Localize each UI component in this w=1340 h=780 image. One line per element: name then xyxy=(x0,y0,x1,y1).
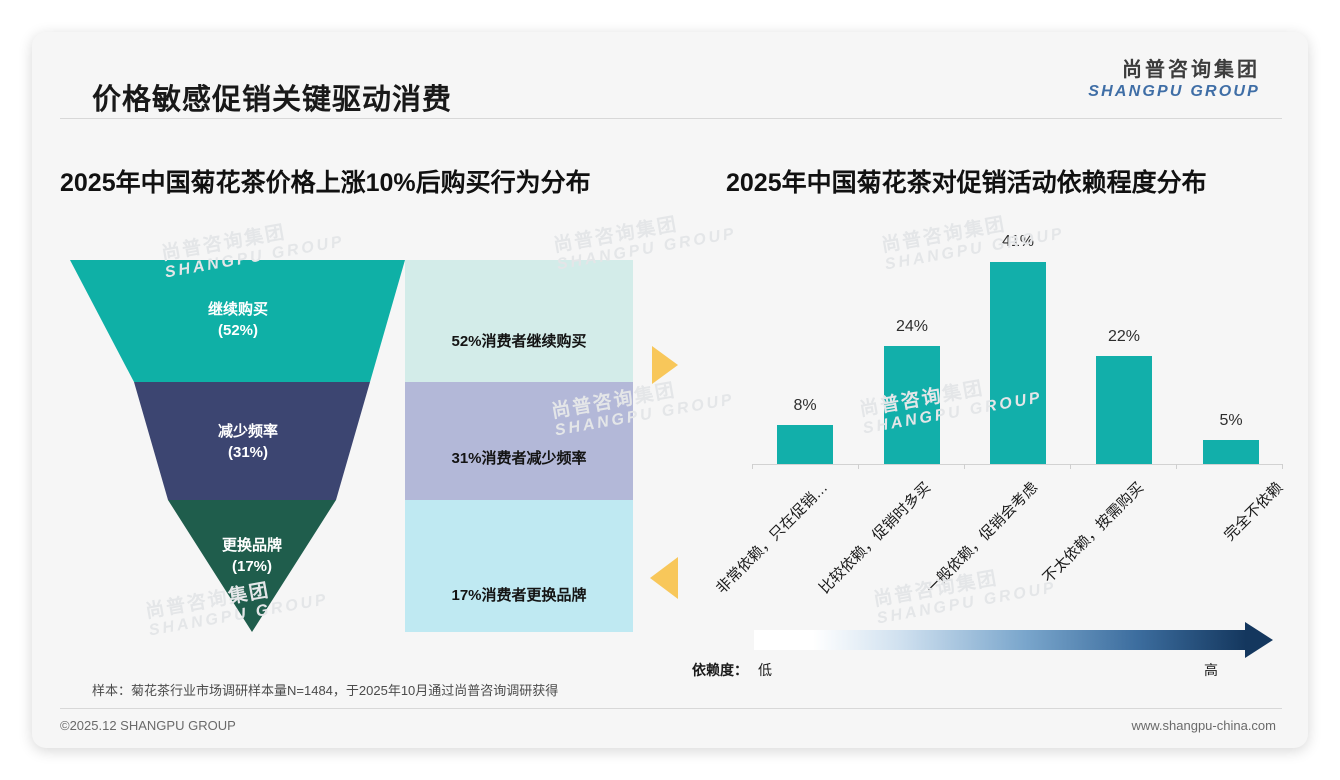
funnel-shape xyxy=(70,260,405,632)
funnel-stage-value-3: (17%) xyxy=(231,557,272,575)
bar-value-3: 41% xyxy=(1001,233,1035,250)
bar-5[interactable] xyxy=(1203,440,1259,464)
funnel-stage-name-2: 减少频率 xyxy=(217,423,278,440)
bar-chart-axis xyxy=(752,464,1282,465)
legend-low-label: 低 xyxy=(758,662,772,678)
funnel-callout-text-3: 17%消费者更换品牌 xyxy=(451,587,587,604)
bar-1[interactable] xyxy=(777,425,833,464)
axis-tick xyxy=(752,464,753,469)
logo-english-text: SHANGPU GROUP xyxy=(1088,83,1260,100)
brand-logo: 尚普咨询集团 SHANGPU GROUP xyxy=(1088,60,1260,100)
legend-high-label: 高 xyxy=(1204,662,1218,678)
funnel-callout-text-1: 52%消费者继续购买 xyxy=(451,333,587,350)
dependency-gradient-legend: 依赖度： 低 高 xyxy=(692,622,1292,684)
axis-tick xyxy=(1176,464,1177,469)
source-note: 样本：菊花茶行业市场调研样本量N=1484，于2025年10月通过尚普咨询调研获… xyxy=(92,683,559,698)
header-divider xyxy=(60,118,1282,119)
axis-tick xyxy=(1070,464,1071,469)
funnel-callout-band xyxy=(405,260,633,382)
slide-card: 价格敏感促销关键驱动消费 尚普咨询集团 SHANGPU GROUP 2025年中… xyxy=(32,32,1308,748)
gradient-bar xyxy=(754,630,1246,650)
play-left-triangle-icon xyxy=(650,557,678,599)
funnel-stage-label-1: 继续购买 (52%) xyxy=(148,300,328,341)
funnel-stage-value-1: (52%) xyxy=(217,321,258,339)
logo-chinese-text: 尚普咨询集团 xyxy=(1122,59,1260,81)
right-panel-title: 2025年中国菊花茶对促销活动依赖程度分布 xyxy=(726,169,1207,197)
funnel-stage-label-2: 减少频率 (31%) xyxy=(158,422,338,463)
funnel-segment-1 xyxy=(70,260,405,382)
funnel-stage-label-3: 更换品牌 (17%) xyxy=(162,536,342,577)
axis-tick xyxy=(858,464,859,469)
footer-website[interactable]: www.shangpu-china.com xyxy=(1131,718,1276,733)
funnel-callout-text-2: 31%消费者减少频率 xyxy=(451,450,587,467)
bar-value-4: 22% xyxy=(1107,328,1141,345)
funnel-stage-value-2: (31%) xyxy=(227,443,268,461)
bar-4[interactable] xyxy=(1096,356,1152,464)
bar-2[interactable] xyxy=(884,346,940,464)
axis-tick xyxy=(964,464,965,469)
footer-divider xyxy=(60,708,1282,709)
legend-caption: 依赖度： xyxy=(692,662,748,678)
arrow-right-icon xyxy=(1245,622,1273,658)
bar-chart: 8% 24% 41% 22% 5% 非常依赖，只在促销… 比较依赖，促销时多买 … xyxy=(692,222,1292,632)
funnel-stage-name-3: 更换品牌 xyxy=(221,537,282,554)
funnel-callout-band xyxy=(405,382,633,500)
bar-3[interactable] xyxy=(990,262,1046,464)
page-title: 价格敏感促销关键驱动消费 xyxy=(92,84,453,116)
axis-tick xyxy=(1282,464,1283,469)
bar-category-5: 完全不依赖 xyxy=(1221,479,1287,545)
bar-value-2: 24% xyxy=(895,318,929,335)
funnel-chart: 继续购买 (52%) 减少频率 (31%) 更换品牌 (17%) 52%消费者继… xyxy=(60,222,678,632)
funnel-callout-band xyxy=(405,500,633,632)
play-right-triangle-icon xyxy=(652,346,678,384)
funnel-stage-name-1: 继续购买 xyxy=(207,301,268,318)
left-panel-title: 2025年中国菊花茶价格上涨10%后购买行为分布 xyxy=(60,169,591,197)
bar-value-5: 5% xyxy=(1219,412,1243,429)
funnel-segment-2 xyxy=(134,382,370,500)
funnel-segment-3 xyxy=(168,500,336,632)
bar-value-1: 8% xyxy=(793,397,817,414)
footer-copyright: ©2025.12 SHANGPU GROUP xyxy=(60,718,236,733)
